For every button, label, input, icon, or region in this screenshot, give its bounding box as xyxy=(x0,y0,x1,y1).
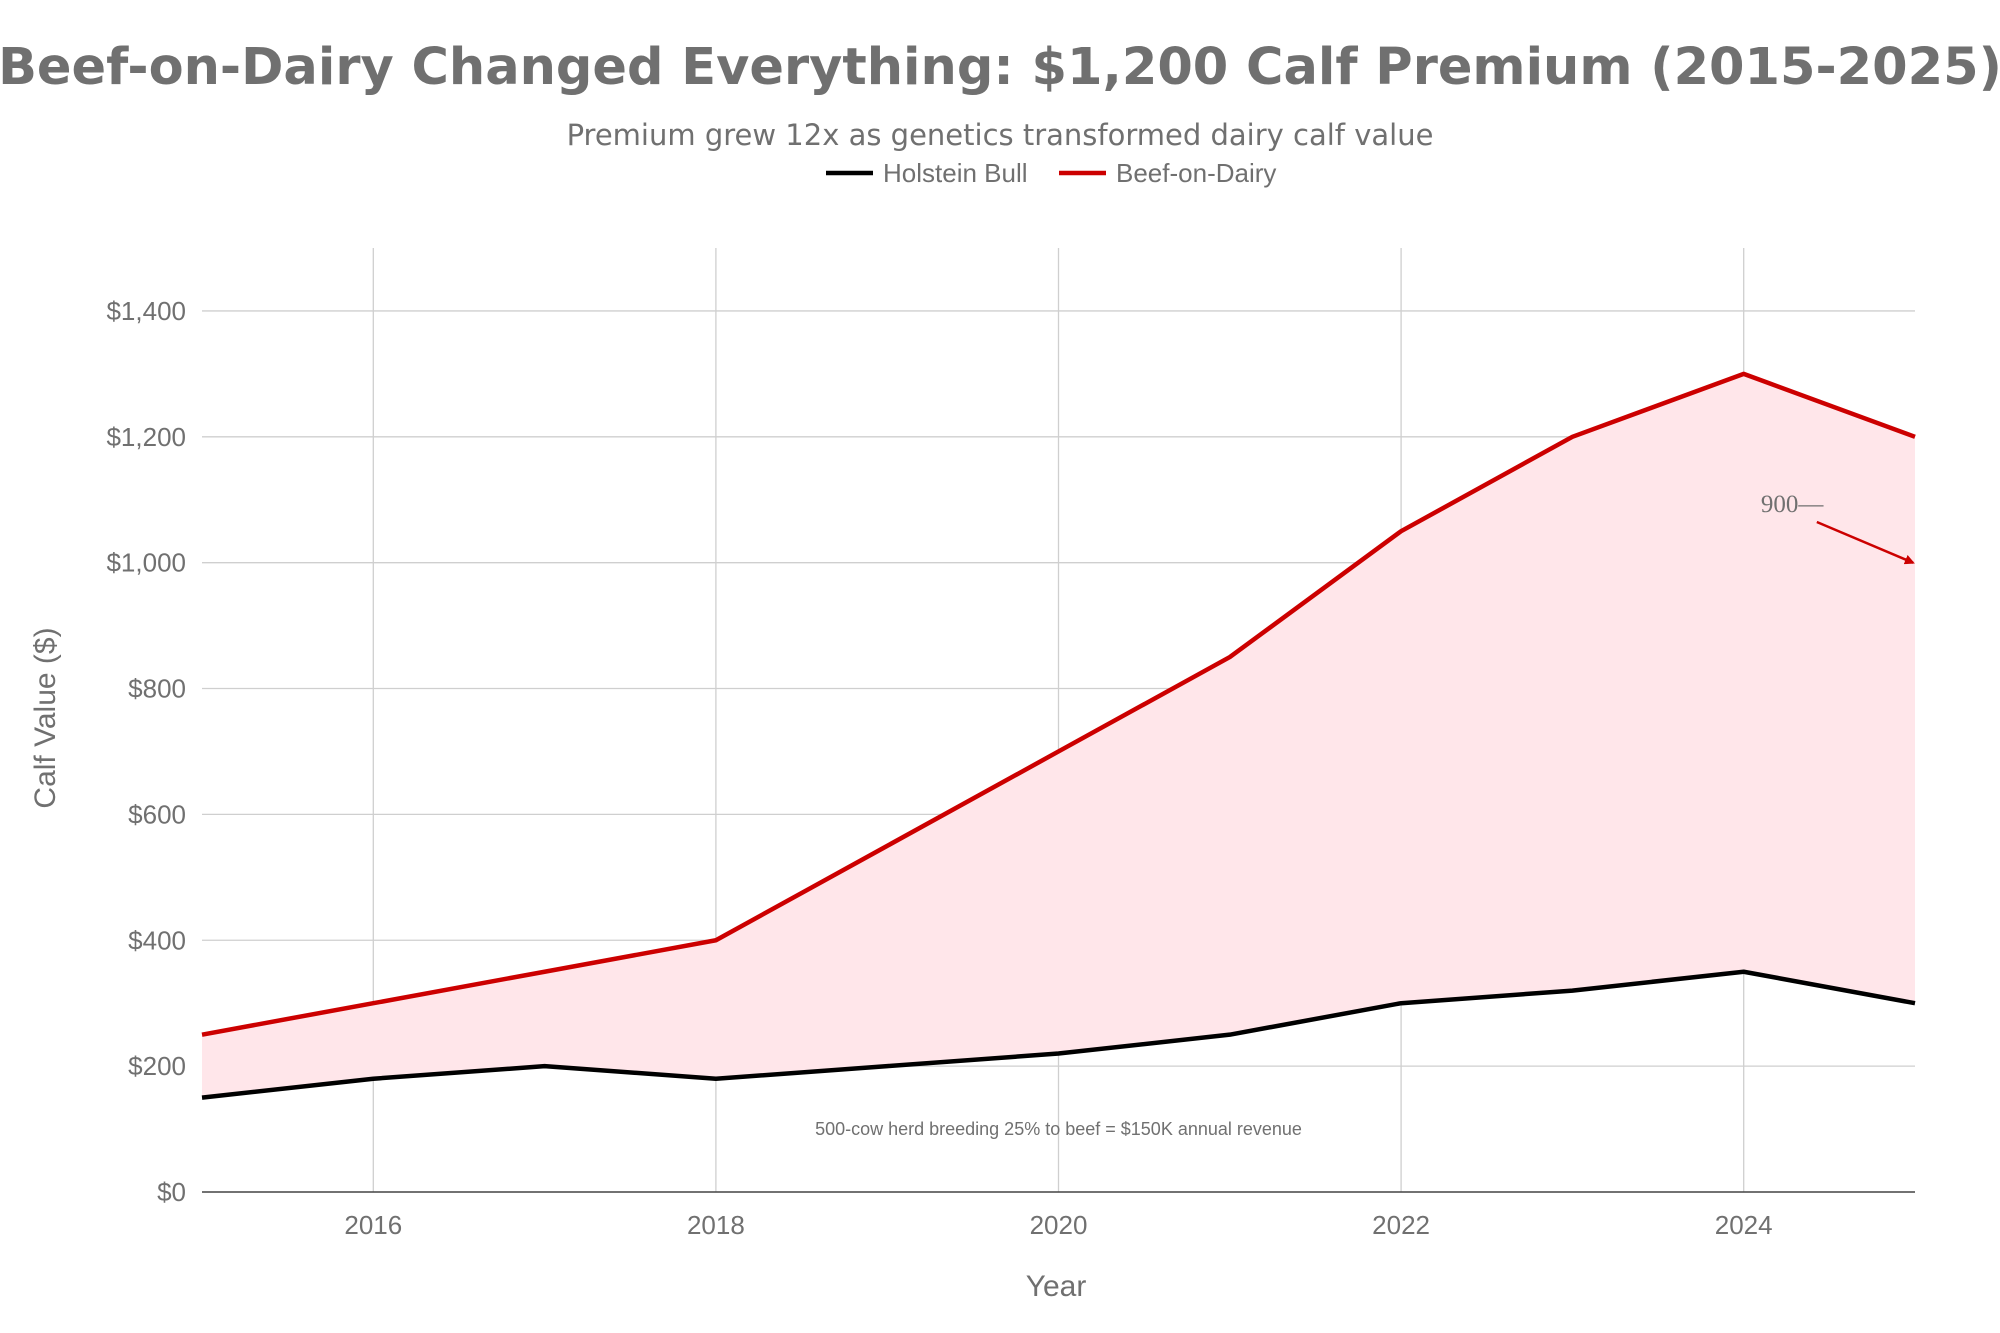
axes: 2016 2018 2020 2022 2024 $0 $200 $400 $600 $800 $1… xyxy=(106,296,1915,1240)
y-tick-label: $600 xyxy=(128,799,186,829)
y-tick-label: $1,200 xyxy=(106,422,186,452)
plot-area xyxy=(201,371,1916,1100)
chart-title: Beef-on-Dairy Changed Everything: $1,200… xyxy=(0,38,2000,97)
annotation-arrow xyxy=(1816,520,1915,565)
annotations: 900— 500-cow herd breeding 25% to beef = … xyxy=(815,491,1915,1139)
annotation-900-label: 900— xyxy=(1761,491,1825,518)
x-tick-label: 2020 xyxy=(1030,1210,1088,1240)
series-line-holstein-bull xyxy=(201,969,1916,1100)
x-tick-label: 2018 xyxy=(687,1210,745,1240)
legend-label-beef-on-dairy: Beef-on-Dairy xyxy=(1116,158,1276,188)
y-tick-label: $1,000 xyxy=(106,548,186,578)
legend-label-holstein-bull: Holstein Bull xyxy=(883,158,1028,188)
y-tick-label: $800 xyxy=(128,674,186,704)
x-tick-label: 2022 xyxy=(1372,1210,1430,1240)
y-tick-label: $1,400 xyxy=(106,296,186,326)
y-tick-label: $400 xyxy=(128,925,186,955)
y-tick-label: $200 xyxy=(128,1051,186,1081)
x-tick-label: 2024 xyxy=(1715,1210,1773,1240)
y-tick-label: $0 xyxy=(157,1177,186,1207)
chart-subtitle: Premium grew 12x as genetics transformed… xyxy=(567,118,1434,152)
legend: Holstein Bull Beef-on-Dairy xyxy=(826,158,1276,188)
series-line-beef-on-dairy xyxy=(201,371,1916,1037)
premium-fill-area xyxy=(202,373,1915,1098)
annotation-revenue-note: 500-cow herd breeding 25% to beef = $150… xyxy=(815,1119,1302,1139)
x-tick-label: 2016 xyxy=(344,1210,402,1240)
x-axis-title: Year xyxy=(1026,1270,1087,1303)
y-axis-title: Calf Value ($) xyxy=(29,627,62,808)
